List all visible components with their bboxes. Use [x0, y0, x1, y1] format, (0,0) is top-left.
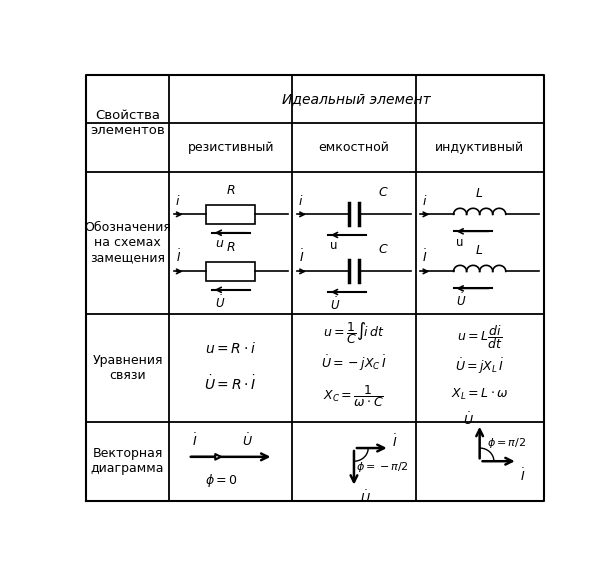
Text: $\dot{U}$: $\dot{U}$: [456, 293, 466, 310]
Text: $u = L\dfrac{di}{dt}$: $u = L\dfrac{di}{dt}$: [457, 323, 502, 351]
Text: индуктивный: индуктивный: [435, 141, 524, 154]
Text: $\dot{U}$: $\dot{U}$: [215, 294, 225, 311]
Text: $\dot{U} = jX_L\,\dot{I}$: $\dot{U} = jX_L\,\dot{I}$: [455, 356, 504, 376]
Text: $X_L = L \cdot \omega$: $X_L = L \cdot \omega$: [451, 386, 509, 402]
Text: $\phi = \pi/2$: $\phi = \pi/2$: [487, 436, 526, 450]
Text: $\dot{U}$: $\dot{U}$: [360, 490, 370, 506]
Text: i: i: [299, 195, 302, 208]
Text: $\dot{U}$: $\dot{U}$: [242, 433, 253, 449]
Text: резистивный: резистивный: [187, 141, 274, 154]
Text: $\dot{U}$: $\dot{U}$: [330, 296, 341, 313]
Text: $X_C = \dfrac{1}{\omega \cdot C}$: $X_C = \dfrac{1}{\omega \cdot C}$: [324, 384, 384, 409]
Text: $u = \dfrac{1}{C}\int\! i\,dt$: $u = \dfrac{1}{C}\int\! i\,dt$: [323, 320, 385, 346]
Text: $\phi = -\pi/2$: $\phi = -\pi/2$: [356, 461, 409, 474]
Text: u: u: [456, 236, 463, 249]
Text: C: C: [378, 243, 387, 256]
Text: R: R: [226, 184, 235, 197]
Text: $u = R \cdot i$: $u = R \cdot i$: [205, 341, 256, 356]
Bar: [206, 262, 255, 281]
Text: $\dot{I}$: $\dot{I}$: [299, 249, 304, 265]
Text: $\dot{U}$: $\dot{U}$: [463, 411, 474, 428]
Text: емкостной: емкостной: [318, 141, 389, 154]
Text: u: u: [215, 237, 223, 250]
Text: Свойства
элементов: Свойства элементов: [90, 109, 165, 137]
Text: u: u: [330, 239, 338, 253]
Text: i: i: [422, 195, 426, 208]
Text: $\dot{I}$: $\dot{I}$: [392, 433, 397, 450]
Text: $\dot{I}$: $\dot{I}$: [422, 249, 428, 265]
Text: L: L: [476, 186, 483, 200]
Text: R: R: [226, 241, 235, 254]
Text: $\dot{U} = -jX_C\,\dot{I}$: $\dot{U} = -jX_C\,\dot{I}$: [321, 354, 387, 373]
Text: $\dot{U} = R \cdot \dot{I}$: $\dot{U} = R \cdot \dot{I}$: [204, 374, 257, 393]
Text: i: i: [176, 195, 179, 208]
Text: Векторная
диаграмма: Векторная диаграмма: [91, 447, 164, 475]
Text: $\dot{I}$: $\dot{I}$: [520, 468, 525, 484]
Text: Идеальный элемент: Идеальный элемент: [282, 92, 431, 106]
Text: $\dot{I}$: $\dot{I}$: [192, 433, 198, 449]
Bar: [206, 205, 255, 224]
Text: L: L: [476, 243, 483, 256]
Text: Обозначения
на схемах
замещения: Обозначения на схемах замещения: [84, 221, 171, 264]
Text: $\dot{I}$: $\dot{I}$: [176, 249, 181, 265]
Text: Уравнения
связи: Уравнения связи: [92, 354, 163, 382]
Text: C: C: [378, 186, 387, 199]
Text: $\phi = 0$: $\phi = 0$: [205, 472, 237, 489]
